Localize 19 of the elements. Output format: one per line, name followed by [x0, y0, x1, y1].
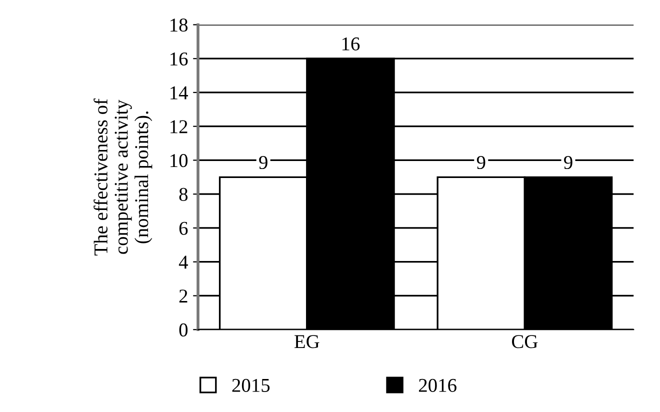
legend-label: 2015 — [232, 378, 270, 392]
y-tick-label: 10 — [170, 154, 188, 168]
y-tick-label: 8 — [179, 188, 188, 202]
x-tick-label: EG — [294, 335, 320, 348]
data-label: 9 — [564, 156, 572, 170]
y-tick-label: 4 — [178, 256, 188, 269]
y-tick-label: 16 — [170, 52, 188, 66]
y-tick-label: 6 — [179, 222, 188, 235]
y-tick-label: 2 — [179, 290, 188, 302]
data-label: 16 — [342, 37, 360, 50]
y-tick-label: 14 — [170, 86, 188, 100]
legend-label: 2016 — [418, 378, 456, 392]
y-tick-label: 18 — [170, 18, 188, 32]
x-tick-label: CG — [512, 335, 538, 348]
y-axis-title: The effectiveness of competitive activity (nominal points). — [94, 98, 152, 256]
y-tick-label: 12 — [170, 120, 188, 134]
data-label: 9 — [259, 156, 268, 170]
y-tick-label: 0 — [179, 323, 188, 337]
data-label: 9 — [476, 156, 486, 170]
